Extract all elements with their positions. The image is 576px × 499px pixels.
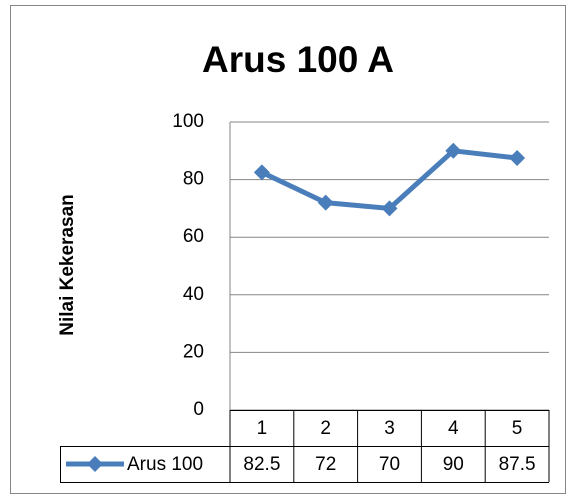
y-tick-label: 60 bbox=[183, 226, 204, 247]
table-value: 82.5 bbox=[243, 454, 280, 475]
y-tick-label: 80 bbox=[183, 169, 204, 190]
legend-marker bbox=[87, 456, 103, 472]
table-value: 87.5 bbox=[499, 454, 536, 475]
x-tick-label: 4 bbox=[448, 418, 459, 439]
marker bbox=[317, 194, 334, 211]
legend-label: Arus 100 bbox=[127, 454, 203, 475]
x-tick-label: 2 bbox=[320, 418, 331, 439]
y-tick-label: 40 bbox=[183, 284, 204, 305]
table-value: 72 bbox=[315, 454, 336, 475]
y-tick-label: 0 bbox=[193, 399, 204, 420]
marker bbox=[445, 142, 462, 159]
marker bbox=[253, 164, 270, 181]
y-tick-label: 20 bbox=[183, 341, 204, 362]
x-tick-label: 3 bbox=[384, 418, 395, 439]
chart-title: Arus 100 A bbox=[202, 39, 394, 80]
marker bbox=[509, 150, 526, 166]
chart-border bbox=[10, 5, 566, 494]
y-axis-label: Nilai Kekerasan bbox=[57, 194, 78, 336]
y-tick-label: 100 bbox=[172, 111, 204, 132]
marker bbox=[381, 200, 398, 217]
table-value: 70 bbox=[379, 454, 400, 475]
table-value: 90 bbox=[443, 454, 464, 475]
x-tick-label: 1 bbox=[257, 418, 268, 439]
x-tick-label: 5 bbox=[512, 418, 523, 439]
